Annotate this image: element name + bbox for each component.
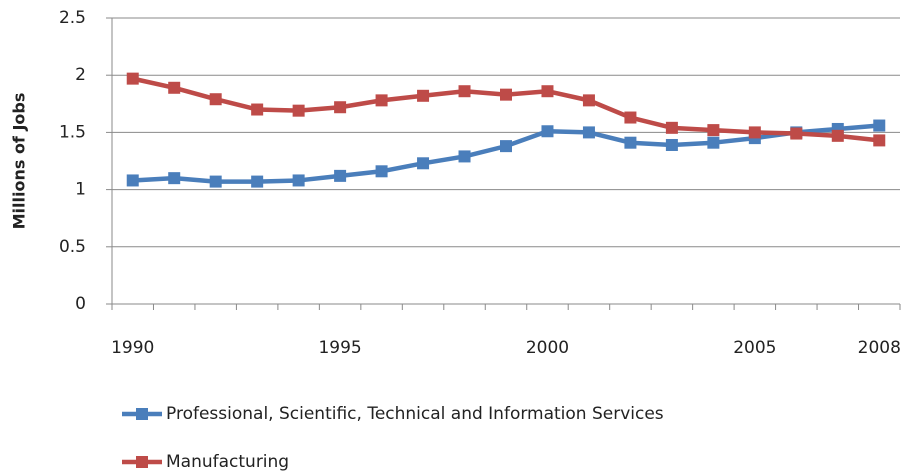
y-tick-label: 0 — [75, 294, 86, 314]
point-marker — [748, 126, 761, 139]
point-marker — [458, 150, 471, 163]
point-marker — [168, 172, 181, 185]
series-line — [132, 76, 880, 143]
legend-label: Professional, Scientific, Technical and … — [166, 404, 664, 424]
point-marker — [417, 157, 430, 170]
point-marker — [582, 94, 595, 107]
point-marker — [126, 174, 139, 187]
point-marker — [292, 174, 305, 187]
point-marker — [582, 126, 595, 139]
point-marker — [790, 127, 803, 140]
point-marker — [334, 169, 347, 182]
point-marker — [831, 129, 844, 142]
x-tick-label: 1995 — [318, 338, 361, 358]
point-marker — [375, 165, 388, 178]
x-tick-label: 2008 — [858, 338, 901, 358]
point-marker — [873, 119, 886, 132]
point-marker — [665, 121, 678, 134]
x-tick-label: 2005 — [733, 338, 776, 358]
x-tick-label: 1990 — [111, 338, 154, 358]
y-tick-label: 0.5 — [59, 237, 86, 257]
point-marker — [251, 103, 264, 116]
point-marker — [873, 134, 886, 147]
y-tick-label: 1.5 — [59, 122, 86, 142]
y-tick-label: 2.5 — [59, 8, 86, 28]
legend-label: Manufacturing — [166, 452, 289, 472]
legend-marker — [136, 408, 148, 420]
y-axis-label: Millions of Jobs — [10, 93, 29, 230]
point-marker — [209, 93, 222, 106]
point-marker — [126, 72, 139, 85]
point-marker — [458, 85, 471, 98]
point-marker — [624, 111, 637, 124]
x-tick-label: 2000 — [526, 338, 569, 358]
point-marker — [209, 175, 222, 188]
y-tick-label: 2 — [75, 65, 86, 85]
point-marker — [292, 104, 305, 117]
point-marker — [665, 138, 678, 151]
point-marker — [417, 89, 430, 102]
y-tick-label: 1 — [75, 180, 86, 200]
point-marker — [541, 125, 554, 138]
point-marker — [624, 136, 637, 149]
point-marker — [500, 140, 512, 153]
legend-marker — [136, 456, 148, 468]
point-marker — [168, 81, 181, 94]
point-marker — [251, 175, 264, 188]
point-marker — [707, 136, 720, 149]
point-marker — [500, 88, 512, 101]
point-marker — [375, 94, 388, 107]
point-marker — [541, 85, 554, 98]
point-marker — [707, 124, 720, 137]
point-marker — [334, 101, 347, 114]
